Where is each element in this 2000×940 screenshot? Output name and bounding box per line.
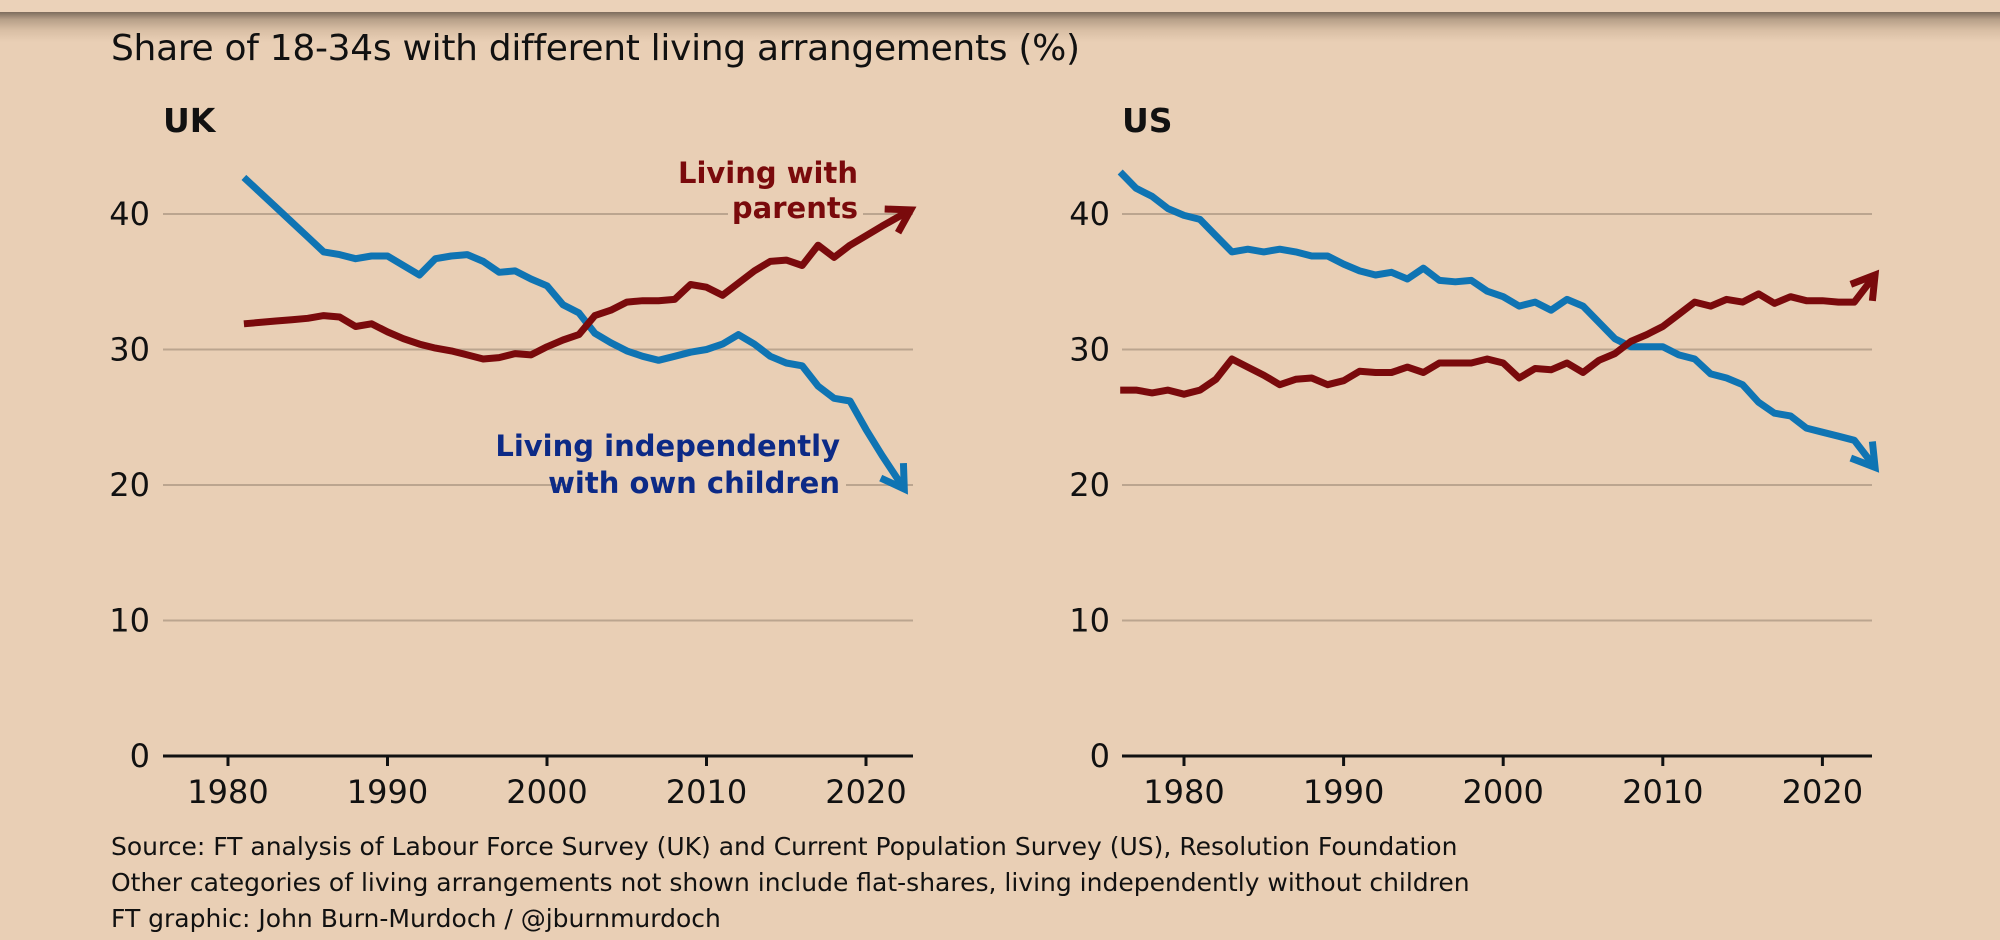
x-ticks-uk: 1980 1990 2000 2010 2020: [187, 756, 907, 811]
series-uk: [241, 174, 917, 495]
series-line-with-parents: [1120, 272, 1878, 398]
y-tick-label: 40: [1069, 195, 1110, 233]
arrowhead-with-parents: [884, 205, 917, 235]
panel-label-uk: UK: [163, 101, 217, 140]
panel-uk: UK 0 10 20 30 40 1980 1990 2000 2010 2020 Living…: [109, 101, 917, 811]
x-tick-label: 2020: [825, 773, 906, 811]
annotation-bg-parents: [728, 195, 863, 225]
x-tick-label: 1990: [347, 773, 428, 811]
arrowhead-independent-children: [879, 462, 908, 495]
chart-title: Share of 18-34s with different living ar…: [111, 28, 1080, 69]
panel-label-us: US: [1122, 101, 1173, 140]
y-tick-label: 40: [109, 195, 150, 233]
top-bar: [0, 0, 2000, 12]
annotation-independent-line2: with own children: [548, 466, 840, 500]
top-shadow: [0, 12, 2000, 42]
x-tick-label: 2000: [1462, 773, 1543, 811]
y-ticks-uk: 0 10 20 30 40: [109, 195, 150, 775]
y-ticks-us: 0 10 20 30 40: [1069, 195, 1110, 775]
arrowhead-independent-children: [1849, 441, 1880, 473]
annotation-bg-independent: [568, 472, 846, 502]
annotations-uk: Living with parents Living independently…: [495, 156, 863, 502]
y-tick-label: 0: [130, 737, 150, 775]
y-tick-label: 30: [1069, 331, 1110, 369]
y-tick-label: 20: [1069, 466, 1110, 504]
annotation-independent-line1: Living independently: [495, 429, 840, 463]
y-tick-label: 20: [109, 466, 150, 504]
gridlines-us: [1122, 213, 1872, 758]
x-tick-label: 2020: [1782, 773, 1863, 811]
x-ticks-us: 1980 1990 2000 2010 2020: [1143, 756, 1863, 811]
arrowhead-with-parents: [1849, 269, 1880, 302]
annotation-parents-line1: Living with: [678, 156, 858, 190]
y-tick-label: 10: [109, 602, 150, 640]
x-tick-label: 2000: [506, 773, 587, 811]
x-tick-label: 1980: [187, 773, 268, 811]
panel-us: US 0 10 20 30 40 1980 1990 2000 2010 2020: [1069, 101, 1880, 811]
series-us: [1117, 169, 1880, 473]
y-tick-label: 0: [1090, 737, 1110, 775]
series-line-with-parents: [243, 206, 913, 363]
x-tick-label: 2010: [666, 773, 747, 811]
series-line-independent-children: [1117, 169, 1878, 470]
x-tick-label: 2010: [1622, 773, 1703, 811]
footer-source: Source: FT analysis of Labour Force Surv…: [111, 832, 1457, 861]
x-tick-label: 1980: [1143, 773, 1224, 811]
y-tick-label: 30: [109, 331, 150, 369]
footer-note: Other categories of living arrangements …: [111, 868, 1470, 897]
series-line-independent-children: [241, 174, 908, 492]
footer-credit: FT graphic: John Burn-Murdoch / @jburnmu…: [111, 904, 721, 933]
y-tick-label: 10: [1069, 602, 1110, 640]
annotation-parents-line2: parents: [732, 191, 858, 225]
x-tick-label: 1990: [1303, 773, 1384, 811]
